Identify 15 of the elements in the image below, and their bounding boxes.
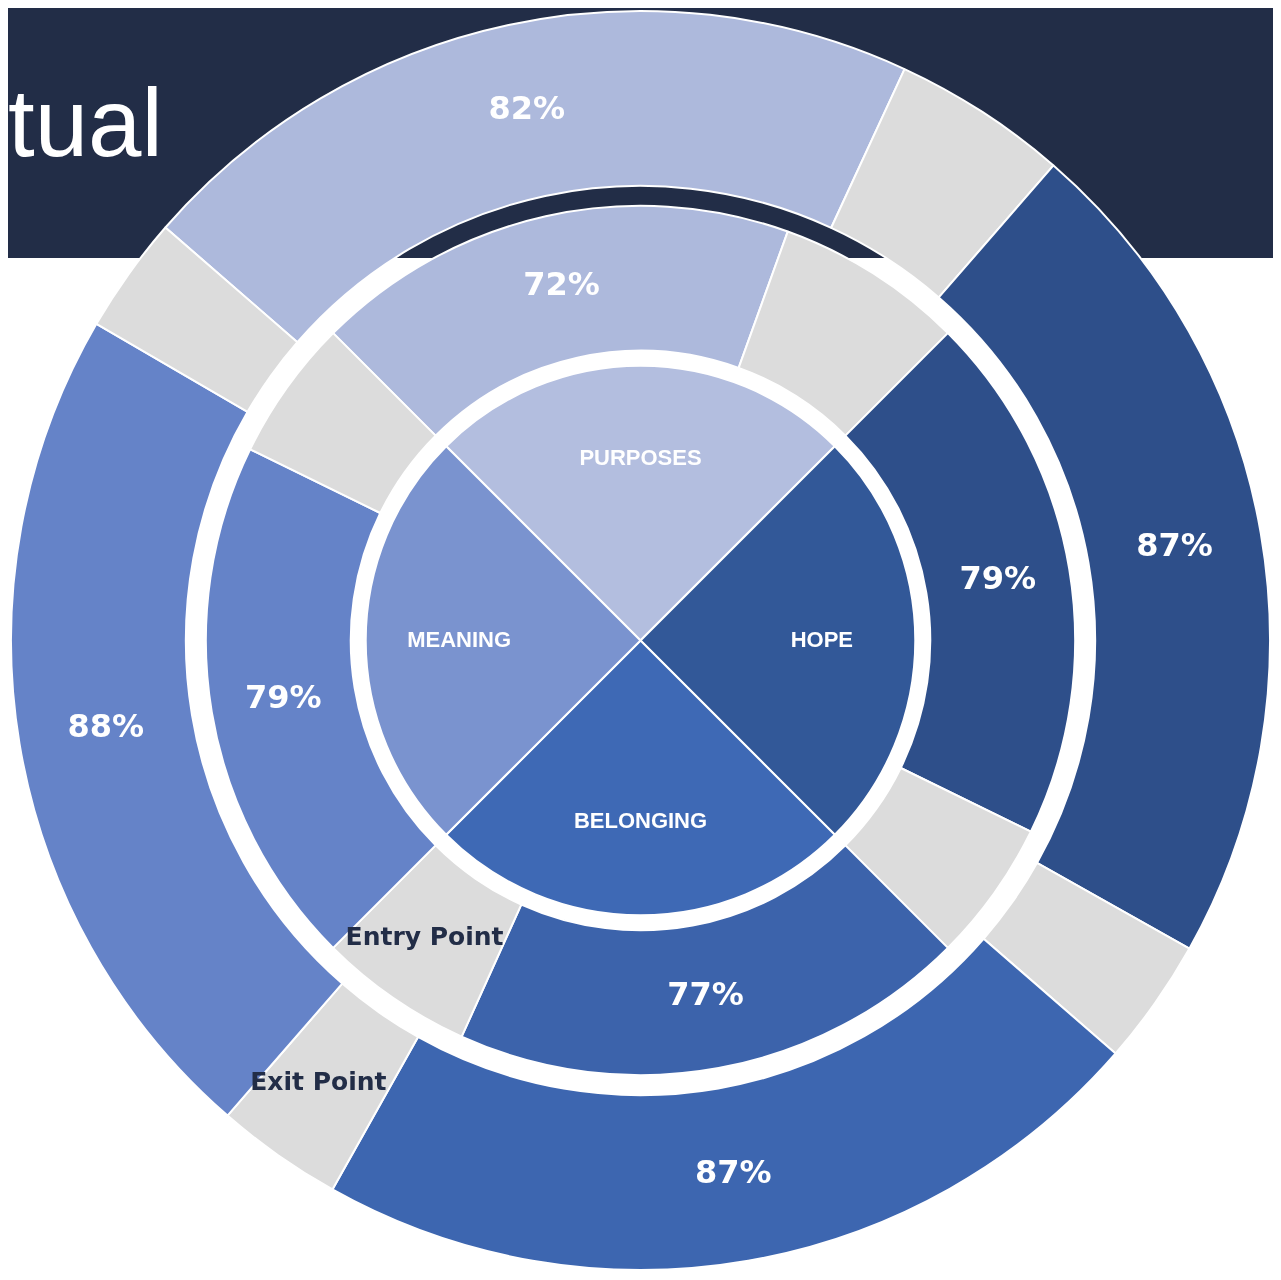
data-label: 88% xyxy=(67,707,145,746)
data-label: 82% xyxy=(488,88,566,127)
data-label: 79% xyxy=(959,559,1037,598)
data-label: 87% xyxy=(1136,526,1213,565)
data-label: 87% xyxy=(694,1152,772,1191)
category-label: PURPOSES xyxy=(579,445,702,471)
data-label: 77% xyxy=(667,975,744,1014)
series-label: Entry Point xyxy=(345,921,504,951)
category-label: BELONGING xyxy=(573,807,708,833)
category-label: HOPE xyxy=(790,626,854,652)
series-label: Exit Point xyxy=(250,1067,387,1097)
data-label: 79% xyxy=(244,678,322,717)
text: tual xyxy=(8,68,163,178)
data-label: 72% xyxy=(523,265,600,304)
category-label: MEANING xyxy=(407,626,512,652)
